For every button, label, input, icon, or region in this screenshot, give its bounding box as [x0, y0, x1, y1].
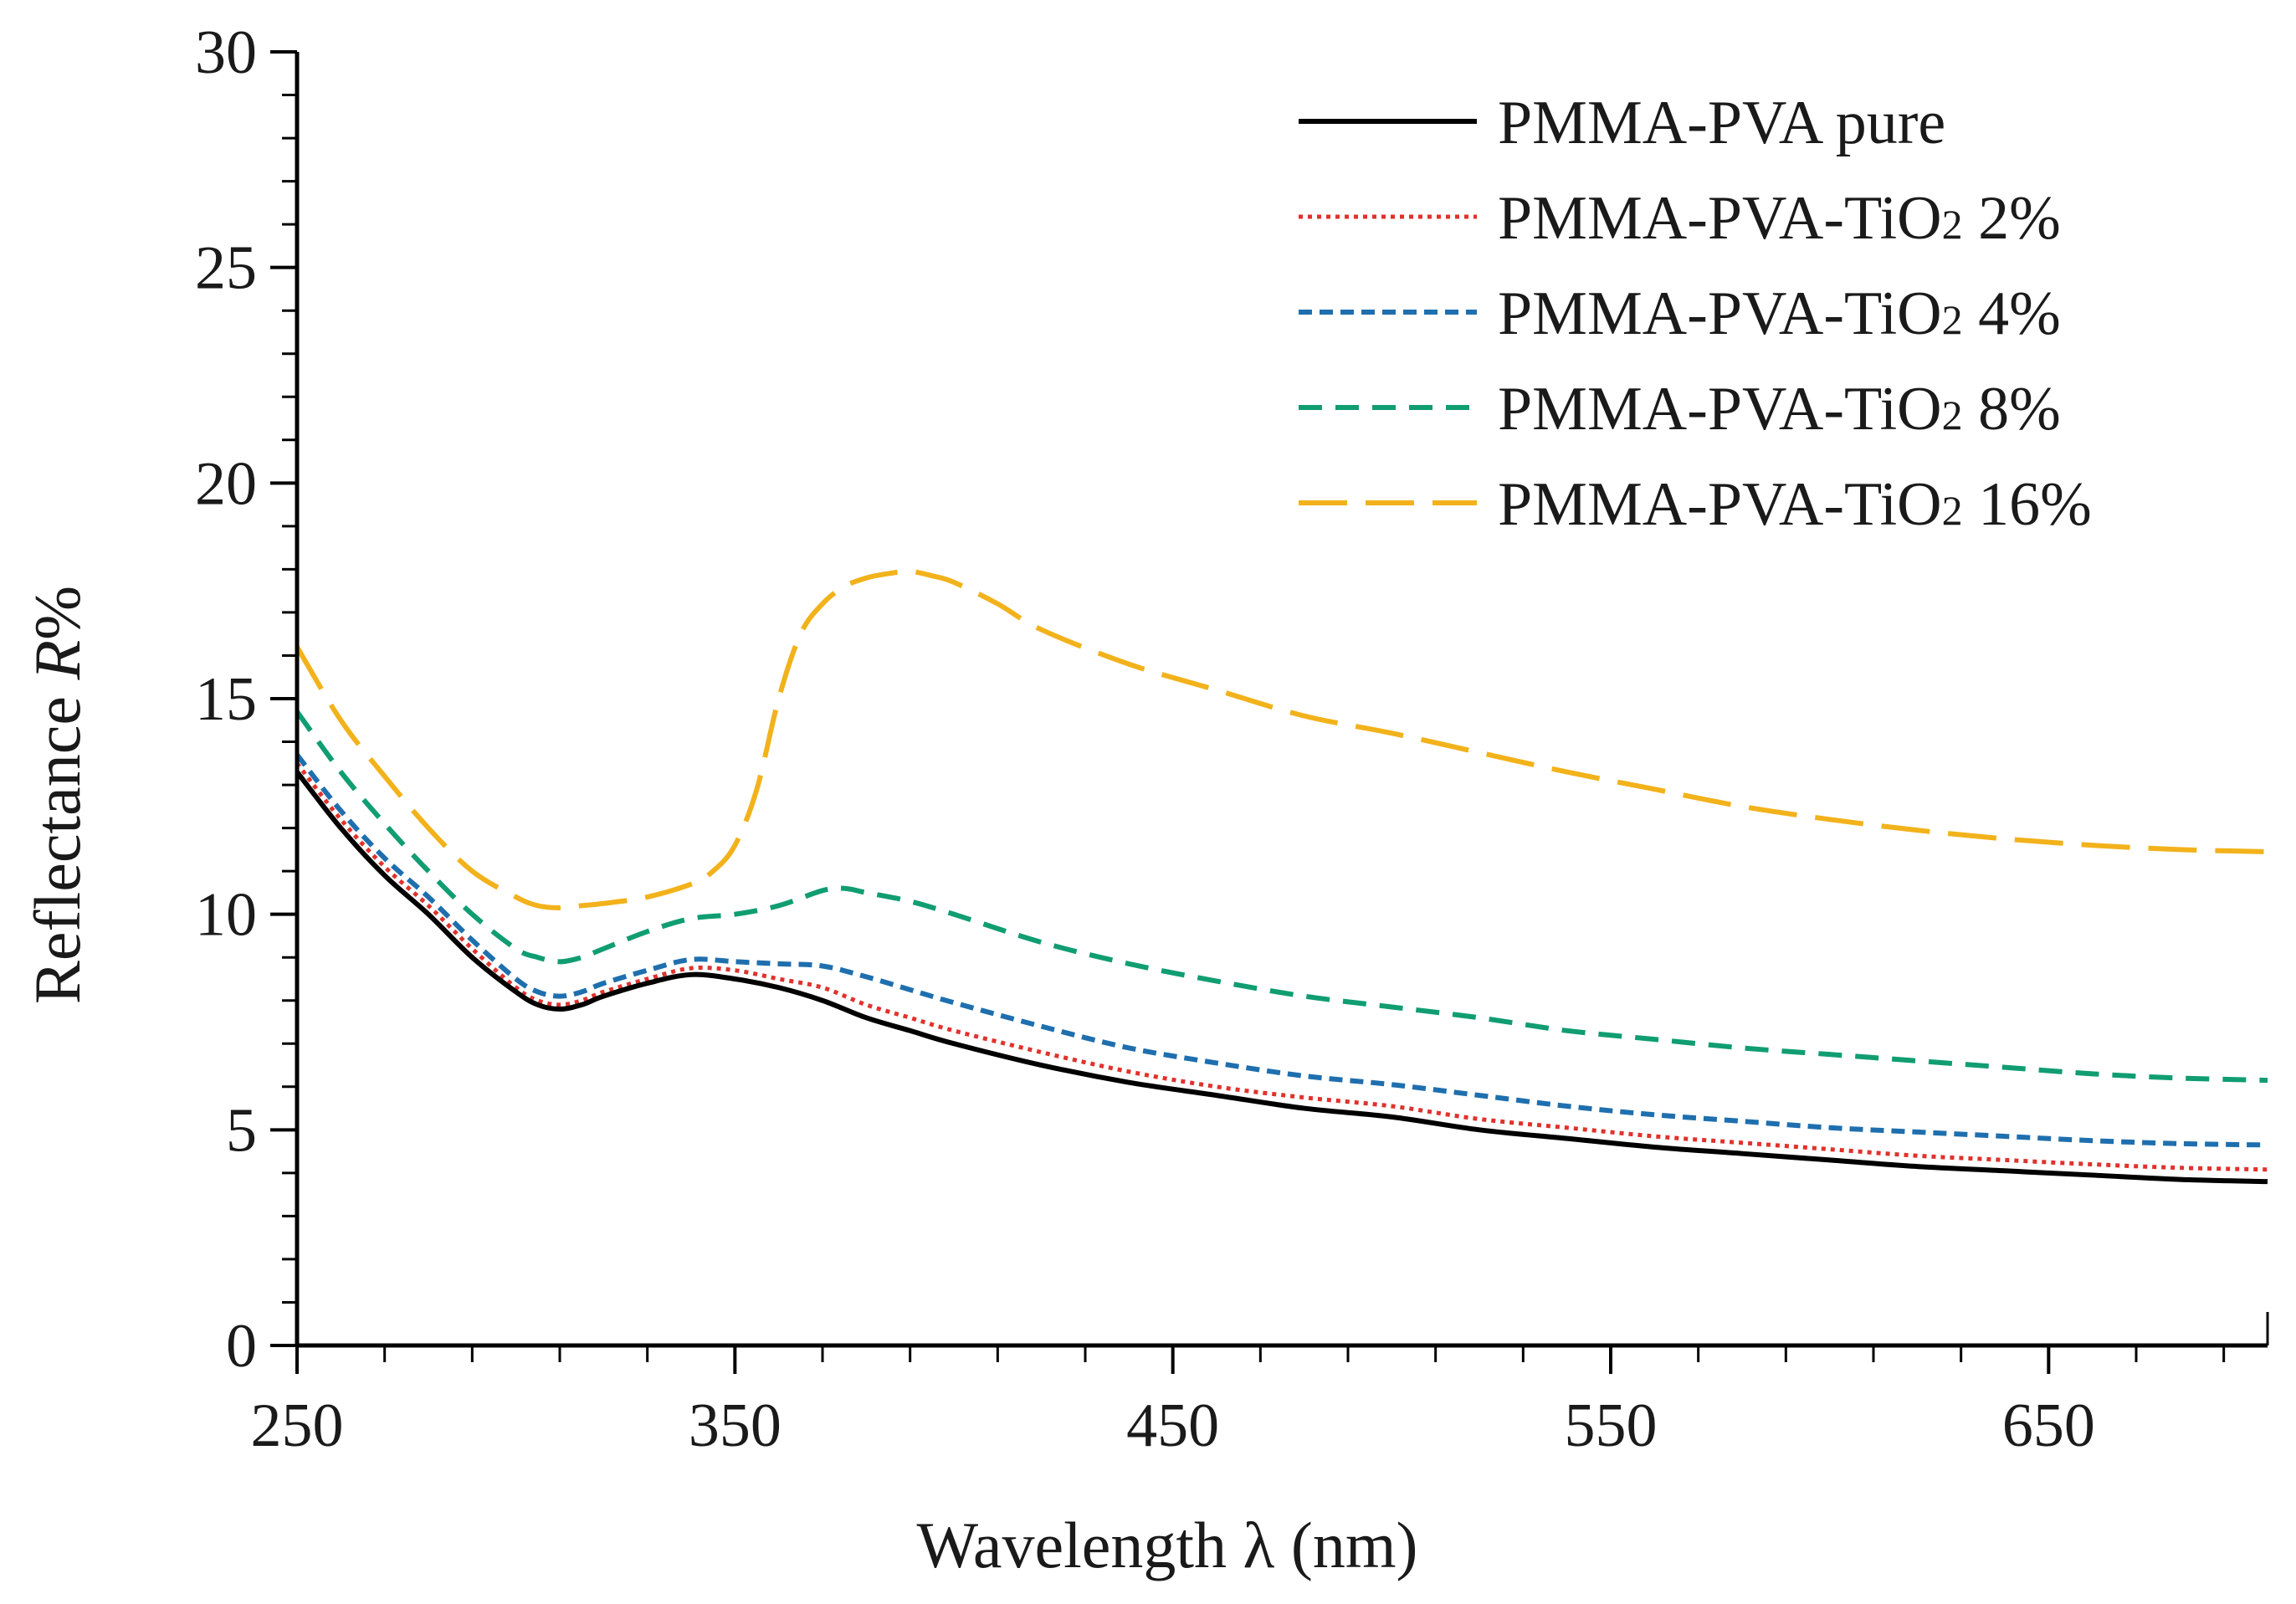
legend-label-1: PMMA-PVA-TiO2 2%: [1498, 184, 2061, 253]
legend-label-4: PMMA-PVA-TiO2 16%: [1498, 470, 2092, 539]
y-axis-title: Reflectance R%: [21, 586, 94, 1004]
x-tick-label: 550: [1565, 1391, 1658, 1460]
legend-text-part: 2%: [1963, 184, 2061, 253]
legend-text-part: PMMA-PVA-TiO: [1498, 470, 1942, 539]
legend-text-part: 8%: [1963, 375, 2061, 443]
y-axis-title-symbol: R: [21, 640, 94, 681]
y-tick-label: 20: [195, 449, 257, 518]
y-tick-label: 15: [195, 665, 257, 734]
x-tick-labels: 250 350 450 550 650: [251, 1391, 2095, 1460]
legend-label-0: PMMA-PVA pure: [1498, 89, 1945, 157]
x-tick-label: 350: [689, 1391, 782, 1460]
y-axis-title-main: Reflectance: [21, 680, 94, 1005]
x-tick-label: 450: [1126, 1391, 1219, 1460]
x-tick-label: 250: [251, 1391, 344, 1460]
y-tick-label: 10: [195, 881, 257, 950]
y-tick-label: 25: [195, 234, 257, 303]
series-line-1: [295, 761, 2268, 1172]
y-tick-label: 30: [195, 18, 257, 87]
y-tick-labels: 0 5 10 15 20 25 30: [195, 18, 257, 1381]
series-line-0: [295, 770, 2268, 1185]
legend-label-2: PMMA-PVA-TiO2 4%: [1498, 279, 2061, 348]
legend-text-part: PMMA-PVA-TiO: [1498, 184, 1942, 253]
legend-subscript: 2: [1942, 487, 1963, 534]
legend-text-part: 4%: [1963, 279, 2061, 348]
legend-text-part: PMMA-PVA-TiO: [1498, 375, 1942, 443]
x-tick-label: 650: [2002, 1391, 2095, 1460]
major-ticks: [270, 50, 2051, 1374]
legend-text-part: PMMA-PVA pure: [1498, 89, 1945, 157]
y-axis-title-suffix: %: [21, 586, 94, 640]
legend-text-part: 16%: [1963, 470, 2092, 539]
legend-label-3: PMMA-PVA-TiO2 8%: [1498, 375, 2061, 443]
plot-lines: [295, 568, 2268, 1185]
legend-subscript: 2: [1942, 201, 1963, 248]
legend-text-part: PMMA-PVA-TiO: [1498, 279, 1942, 348]
legend-subscript: 2: [1942, 296, 1963, 343]
series-line-4: [295, 568, 2268, 910]
legend-subscript: 2: [1942, 392, 1963, 438]
x-axis-title: Wavelength λ (nm): [916, 1509, 1417, 1581]
y-tick-label: 0: [226, 1312, 257, 1381]
series-line-3: [295, 710, 2268, 1084]
y-tick-label: 5: [226, 1096, 257, 1165]
